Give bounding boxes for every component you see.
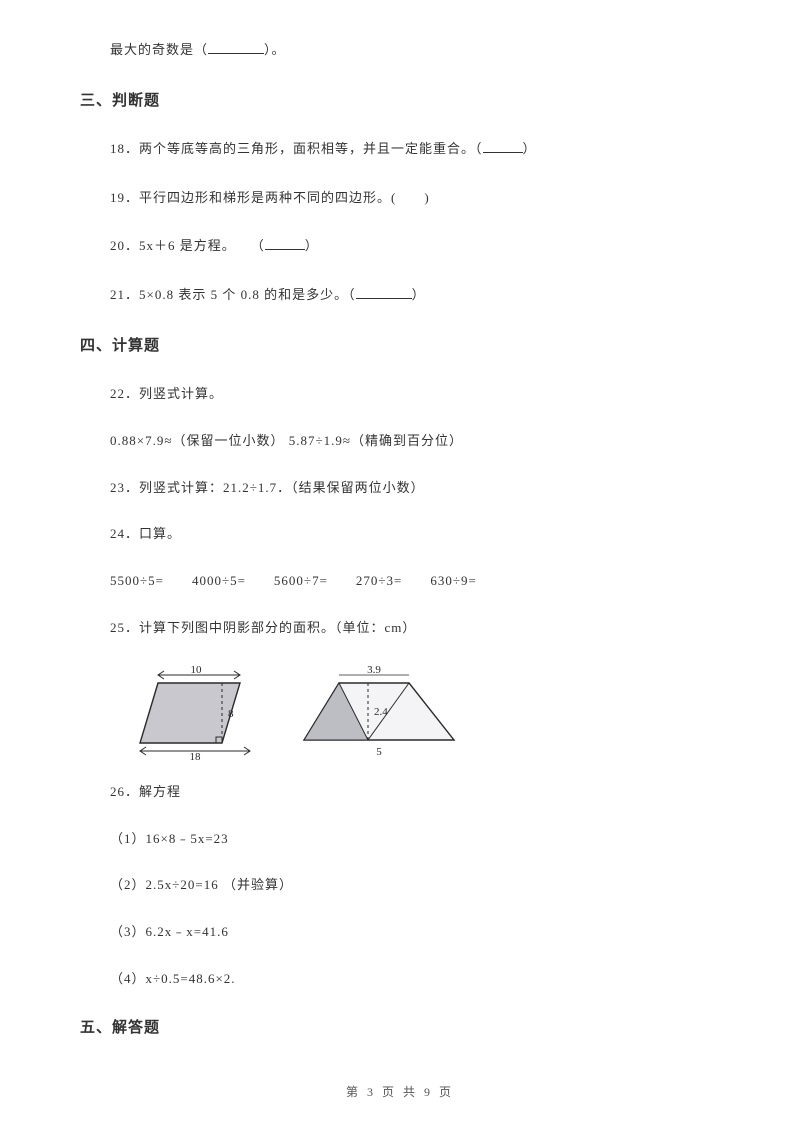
para-top-label: 10 [191, 665, 203, 676]
q20-num: 20． [110, 238, 139, 253]
question-23: 23．列竖式计算：21.2÷1.7．（结果保留两位小数） [80, 478, 720, 499]
fragment-line: 最大的奇数是（ ）。 [80, 40, 720, 61]
question-26: 26．解方程 [80, 782, 720, 803]
q20-text-b: ） [305, 238, 319, 253]
para-bottom-label: 18 [190, 751, 202, 760]
q25-text-a: 计算下列图中阴影部分的面积。（单位： [139, 620, 385, 635]
q22-num: 22． [110, 386, 139, 401]
question-26-3: （3）6.2x﹣x=41.6 [80, 922, 720, 943]
question-24b: 5500÷5= 4000÷5= 5600÷7= 270÷3= 630÷9= [80, 571, 720, 592]
trapezoid-figure: 3.9 2.4 5 [294, 665, 464, 760]
trap-top-label: 3.9 [367, 665, 381, 676]
q26-num: 26． [110, 784, 139, 799]
fragment-text-b: ）。 [264, 42, 286, 57]
q25-unit: cm [385, 620, 403, 635]
question-22b: 0.88×7.9≈（保留一位小数） 5.87÷1.9≈（精确到百分位） [80, 431, 720, 452]
question-24: 24．口算。 [80, 524, 720, 545]
q25-text-b: ） [402, 620, 416, 635]
q20-blank [265, 236, 305, 250]
q21-text-b: ） [412, 287, 426, 302]
question-22: 22．列竖式计算。 [80, 384, 720, 405]
fragment-text-a: 最大的奇数是（ [110, 42, 208, 57]
q21-blank [356, 285, 412, 299]
question-19: 19．平行四边形和梯形是两种不同的四边形。( ) [80, 188, 720, 209]
section-3-header: 三、判断题 [80, 89, 720, 113]
q20-text-a: 5x＋6 是方程。 （ [139, 238, 265, 253]
q23-num: 23． [110, 480, 139, 495]
figure-row: 10 18 8 3.9 2.4 5 [80, 665, 720, 760]
q19-text: 平行四边形和梯形是两种不同的四边形。( ) [139, 190, 430, 205]
q18-text-b: ） [523, 141, 537, 156]
question-25: 25．计算下列图中阴影部分的面积。（单位：cm） [80, 618, 720, 639]
page-footer: 第 3 页 共 9 页 [0, 1083, 800, 1102]
q26-text: 解方程 [139, 784, 181, 799]
section-5-header: 五、解答题 [80, 1016, 720, 1040]
q21-text-a: 5×0.8 表示 5 个 0.8 的和是多少。（ [139, 287, 356, 302]
q18-text-a: 两个等底等高的三角形，面积相等，并且一定能重合。（ [139, 141, 483, 156]
q22-text: 列竖式计算。 [139, 386, 223, 401]
q24-text: 口算。 [139, 526, 181, 541]
parallelogram-figure: 10 18 8 [110, 665, 270, 760]
para-height-label: 8 [228, 708, 234, 720]
question-18: 18．两个等底等高的三角形，面积相等，并且一定能重合。（ ） [80, 139, 720, 160]
q19-num: 19． [110, 190, 139, 205]
question-26-1: （1）16×8﹣5x=23 [80, 829, 720, 850]
trap-bottom-label: 5 [376, 746, 382, 758]
q24-num: 24． [110, 526, 139, 541]
fragment-blank [208, 40, 264, 54]
q25-num: 25． [110, 620, 139, 635]
section-4-header: 四、计算题 [80, 334, 720, 358]
q18-blank [483, 139, 523, 153]
q23-text: 列竖式计算：21.2÷1.7．（结果保留两位小数） [139, 480, 425, 495]
trap-height-label: 2.4 [374, 706, 388, 718]
q21-num: 21． [110, 287, 139, 302]
q18-num: 18． [110, 141, 139, 156]
question-21: 21．5×0.8 表示 5 个 0.8 的和是多少。（ ） [80, 285, 720, 306]
question-26-2: （2）2.5x÷20=16 （并验算） [80, 875, 720, 896]
question-20: 20．5x＋6 是方程。 （ ） [80, 236, 720, 257]
question-26-4: （4）x÷0.5=48.6×2. [80, 969, 720, 990]
